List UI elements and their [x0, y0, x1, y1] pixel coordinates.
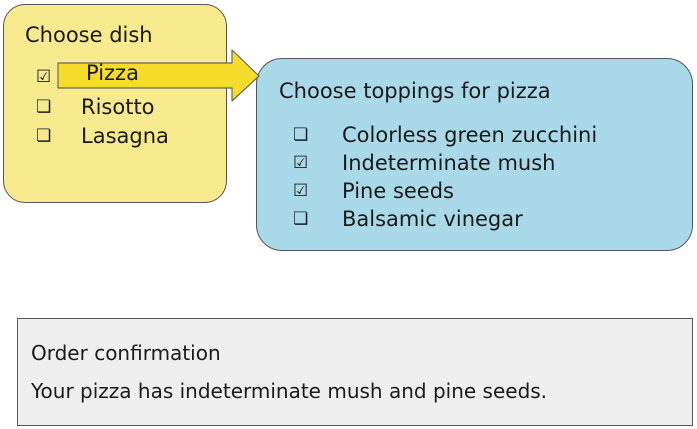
topping-option-label: Indeterminate mush — [342, 151, 556, 175]
topping-option-label: Pine seeds — [342, 179, 454, 203]
choose-dish-title: Choose dish — [25, 23, 153, 47]
checkbox-checked-icon[interactable]: ☑ — [293, 153, 309, 173]
dish-option-pizza-label[interactable]: Pizza — [86, 61, 139, 85]
order-confirmation-panel: Order confirmation Your pizza has indete… — [17, 318, 693, 426]
order-confirmation-title: Order confirmation — [31, 341, 221, 365]
dish-option-pizza[interactable]: ☑ Pizza — [36, 67, 134, 88]
choose-dish-panel: Choose dish ☑ Pizza ❏ Risotto ❏ Lasagna — [3, 4, 227, 203]
checkbox-checked-icon[interactable]: ☑ — [36, 67, 52, 87]
topping-option-mush[interactable]: ☑ Indeterminate mush — [293, 153, 556, 174]
checkbox-unchecked-icon[interactable]: ❏ — [36, 97, 52, 117]
checkbox-unchecked-icon[interactable]: ❏ — [293, 209, 309, 229]
dish-option-lasagna[interactable]: ❏ Lasagna — [36, 126, 169, 147]
checkbox-checked-icon[interactable]: ☑ — [293, 181, 309, 201]
topping-option-balsamic[interactable]: ❏ Balsamic vinegar — [293, 209, 523, 230]
checkbox-unchecked-icon[interactable]: ❏ — [36, 126, 52, 146]
dish-option-label: Risotto — [81, 95, 155, 119]
dish-option-risotto[interactable]: ❏ Risotto — [36, 97, 155, 118]
topping-option-pine-seeds[interactable]: ☑ Pine seeds — [293, 181, 454, 202]
topping-option-label: Colorless green zucchini — [342, 123, 598, 147]
choose-toppings-title: Choose toppings for pizza — [279, 79, 551, 103]
order-confirmation-text: Your pizza has indeterminate mush and pi… — [31, 379, 548, 403]
topping-option-zucchini[interactable]: ❏ Colorless green zucchini — [293, 125, 597, 146]
checkbox-unchecked-icon[interactable]: ❏ — [293, 125, 309, 145]
topping-option-label: Balsamic vinegar — [342, 207, 523, 231]
dish-option-label: Lasagna — [81, 124, 169, 148]
choose-toppings-panel: Choose toppings for pizza ❏ Colorless gr… — [256, 58, 693, 251]
